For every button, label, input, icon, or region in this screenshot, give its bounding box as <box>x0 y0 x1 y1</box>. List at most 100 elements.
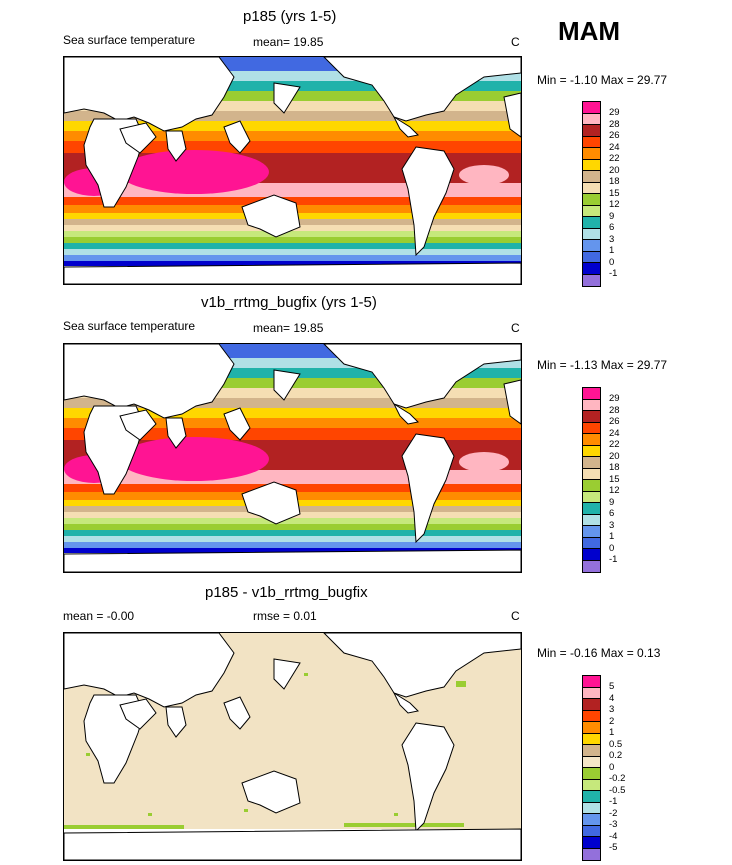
panel1-mean: mean= 19.85 <box>253 35 324 49</box>
colorbar-label: 12 <box>609 485 620 496</box>
panel2-subtitle: Sea surface temperature <box>63 319 196 333</box>
panel2-colorbar-swatch <box>583 480 600 492</box>
season-label: MAM <box>558 16 621 46</box>
panel1-colorbar-swatch <box>583 159 600 172</box>
colorbar-label: 3 <box>609 704 615 715</box>
panel2-title: v1b_rrtmg_bugfix (yrs 1-5) <box>201 294 377 311</box>
colorbar-label: -3 <box>609 819 618 830</box>
panel2-colorbar-swatch <box>583 422 600 435</box>
panel1-colorbar-swatch <box>583 125 600 137</box>
panel2-colorbar <box>582 387 601 574</box>
panel3-colorbar-swatch <box>583 710 600 723</box>
colorbar-label: -4 <box>609 830 618 842</box>
colorbar-label: 5 <box>609 681 615 692</box>
panel1-sst-map <box>63 56 522 285</box>
panel2-colorbar-swatch <box>583 434 600 446</box>
colorbar-label: -1 <box>609 268 618 279</box>
colorbar-label: 3 <box>609 233 615 245</box>
panel3-colorbar-swatch <box>583 779 600 792</box>
panel3-colorbar-swatch <box>583 676 600 688</box>
colorbar-label: -1 <box>609 554 618 565</box>
colorbar-label: 24 <box>609 141 620 153</box>
colorbar-label: 18 <box>609 176 620 187</box>
panel2-colorbar-swatch <box>583 388 600 400</box>
colorbar-label: 28 <box>609 118 620 130</box>
colorbar-label: 24 <box>609 427 620 439</box>
panel1-title: p185 (yrs 1-5) <box>243 8 337 25</box>
panel1-colorbar-swatch <box>583 228 600 241</box>
panel3-colorbar-swatch <box>583 848 600 861</box>
colorbar-label: 26 <box>609 130 620 141</box>
panel3-title: p185 - v1b_rrtmg_bugfix <box>205 584 368 601</box>
panel3-colorbar-swatch <box>583 722 600 734</box>
panel1-colorbar-swatch <box>583 205 600 218</box>
colorbar-label: 3 <box>609 519 615 531</box>
colorbar-label: 1 <box>609 245 615 256</box>
panel2-colorbar-swatch <box>583 514 600 527</box>
panel1-colorbar-swatch <box>583 182 600 195</box>
panel2-units: C <box>511 321 520 335</box>
colorbar-label: 0 <box>609 542 615 554</box>
panel3-colorbar-swatch <box>583 687 600 700</box>
colorbar-label: 0 <box>609 761 615 773</box>
panel3-colorbar-swatch <box>583 745 600 757</box>
colorbar-label: 29 <box>609 393 620 404</box>
colorbar-label: 1 <box>609 531 615 542</box>
panel3-colorbar-swatch <box>583 768 600 780</box>
panel1-colorbar-swatch <box>583 148 600 160</box>
colorbar-label: 2 <box>609 715 615 727</box>
colorbar-label: 22 <box>609 153 620 164</box>
panel1-units: C <box>511 35 520 49</box>
panel1-colorbar-swatch <box>583 102 600 114</box>
panel1-colorbar-swatch <box>583 113 600 126</box>
panel2-colorbar-swatch <box>583 526 600 538</box>
panel3-minmax: Min = -0.16 Max = 0.13 <box>537 646 661 660</box>
panel2-colorbar-swatch <box>583 491 600 504</box>
panel3-rmse: rmse = 0.01 <box>253 609 317 623</box>
panel1-colorbar-swatch <box>583 136 600 149</box>
colorbar-label: 0.5 <box>609 738 623 750</box>
panel1-colorbar-swatch <box>583 263 600 275</box>
colorbar-label: -1 <box>609 796 618 807</box>
colorbar-label: 0.2 <box>609 750 623 761</box>
colorbar-label: 12 <box>609 199 620 210</box>
colorbar-label: 18 <box>609 462 620 473</box>
panel3-mean: mean = -0.00 <box>63 609 135 623</box>
panel3-colorbar-swatch <box>583 814 600 826</box>
panel2-colorbar-swatch <box>583 549 600 561</box>
panel3-colorbar-swatch <box>583 802 600 815</box>
panel1-minmax: Min = -1.10 Max = 29.77 <box>537 73 668 87</box>
colorbar-label: 22 <box>609 439 620 450</box>
colorbar-label: 28 <box>609 404 620 416</box>
panel1-colorbar-swatch <box>583 194 600 206</box>
panel1-colorbar-swatch <box>583 217 600 229</box>
colorbar-label: 9 <box>609 210 615 222</box>
colorbar-label: 6 <box>609 222 615 233</box>
panel1-colorbar-swatch <box>583 251 600 264</box>
colorbar-label: 0 <box>609 256 615 268</box>
colorbar-label: 6 <box>609 508 615 519</box>
panel1-colorbar <box>582 101 601 288</box>
colorbar-label: -0.2 <box>609 773 626 784</box>
panel2-colorbar-swatch <box>583 468 600 481</box>
panel3-units: C <box>511 609 520 623</box>
colorbar-label: 29 <box>609 107 620 118</box>
panel3-colorbar-swatch <box>583 837 600 849</box>
panel3-colorbar <box>582 675 601 862</box>
panel1-colorbar-swatch <box>583 240 600 252</box>
panel2-colorbar-swatch <box>583 457 600 469</box>
panel2-colorbar-swatch <box>583 445 600 458</box>
panel1-colorbar-swatch <box>583 171 600 183</box>
panel1-colorbar-swatch <box>583 274 600 287</box>
panel3-colorbar-swatch <box>583 733 600 746</box>
panel2-minmax: Min = -1.13 Max = 29.77 <box>537 358 668 372</box>
panel3-diff-map <box>63 632 522 861</box>
colorbar-label: 4 <box>609 692 615 704</box>
panel2-sst-map <box>63 343 522 573</box>
colorbar-label: 15 <box>609 473 620 485</box>
panel3-colorbar-swatch <box>583 699 600 711</box>
colorbar-label: 1 <box>609 727 615 738</box>
panel3-colorbar-swatch <box>583 791 600 803</box>
panel1-subtitle: Sea surface temperature <box>63 33 196 47</box>
panel2-mean: mean= 19.85 <box>253 321 324 335</box>
